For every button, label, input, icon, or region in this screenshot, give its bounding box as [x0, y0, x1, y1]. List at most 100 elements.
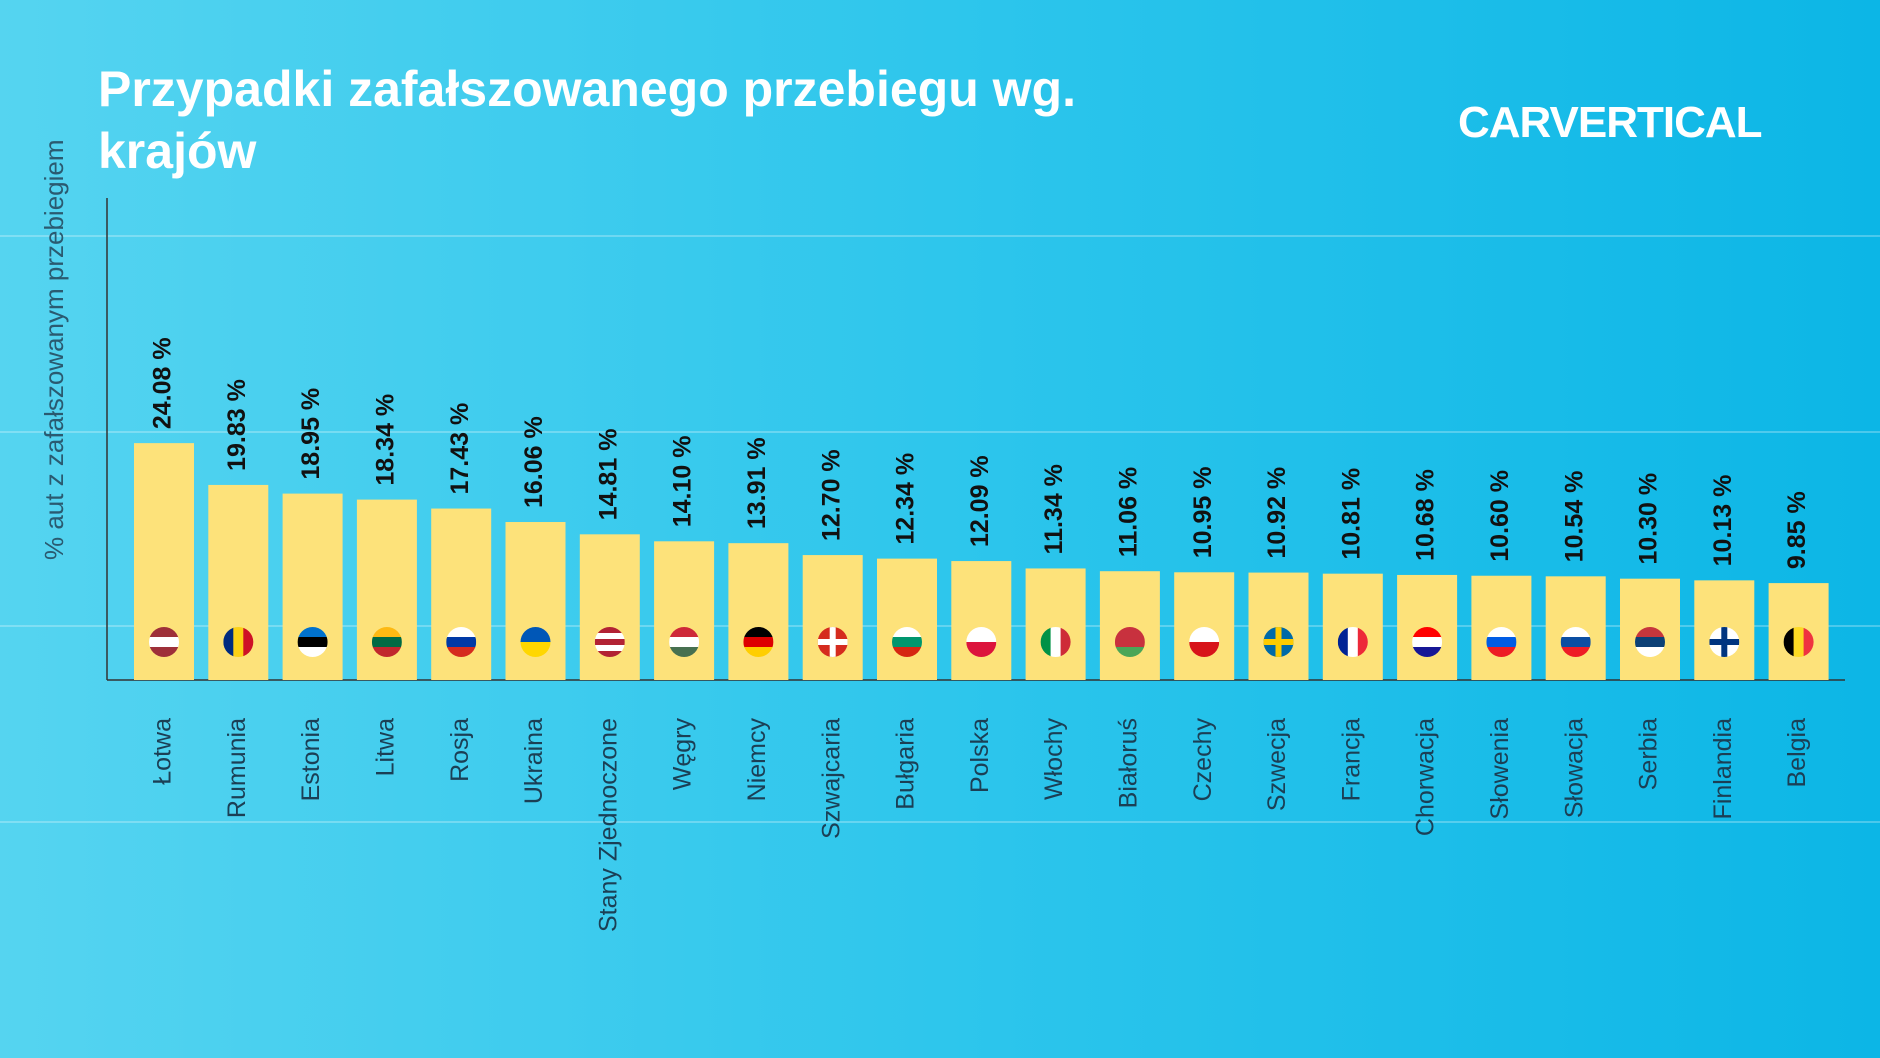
flag-stripe — [892, 637, 922, 648]
flag-stripe — [243, 627, 254, 657]
flag-stripe — [446, 647, 477, 657]
flag — [1263, 627, 1294, 657]
flag-stripe — [669, 637, 700, 648]
x-tick-label: Łotwa — [149, 718, 177, 785]
flag-cross — [1709, 639, 1740, 645]
x-tick-label: Rumunia — [223, 718, 251, 818]
flag-stripe — [233, 627, 244, 657]
flag-cross — [1263, 639, 1294, 645]
x-tick-label: Serbia — [1635, 718, 1663, 790]
flag-cross — [817, 639, 848, 645]
flag-stripe — [371, 647, 402, 657]
flag — [520, 627, 551, 657]
flag-stripe — [149, 627, 179, 638]
flag-stripe — [149, 637, 179, 648]
flag-stripe — [743, 647, 774, 657]
flag-stripe — [1560, 627, 1591, 638]
value-label: 10.13 % — [1709, 475, 1737, 567]
flag — [1709, 627, 1740, 657]
flag-stripe — [1486, 647, 1517, 657]
flag — [892, 627, 922, 657]
value-label: 17.43 % — [446, 403, 474, 495]
flag-stripe — [446, 637, 477, 648]
flag — [1040, 627, 1071, 657]
value-label: 12.09 % — [966, 455, 994, 547]
flag-stripe — [1357, 627, 1368, 657]
value-label: 13.91 % — [743, 437, 771, 529]
flag — [1114, 627, 1145, 657]
flag-stripe — [1040, 627, 1052, 657]
flag-stripe — [743, 627, 774, 638]
flag — [743, 627, 774, 657]
flag — [669, 627, 700, 657]
flag — [966, 627, 997, 657]
flag-stripe — [1114, 627, 1145, 638]
value-label: 16.06 % — [520, 416, 548, 508]
value-label: 9.85 % — [1783, 491, 1811, 569]
x-tick-label: Czechy — [1189, 718, 1217, 802]
flag-stripe — [594, 651, 625, 657]
logo: CARVERTICAL — [1458, 98, 1763, 147]
value-label: 10.95 % — [1189, 467, 1217, 559]
value-label: 24.08 % — [149, 337, 177, 429]
flag — [1783, 627, 1814, 657]
x-tick-label: Słowenia — [1486, 718, 1514, 820]
flag-stripe — [1793, 627, 1805, 657]
flag — [1635, 627, 1665, 657]
x-tick-label: Chorwacja — [1412, 718, 1440, 836]
flag-stripe — [1050, 627, 1062, 657]
value-label: 10.60 % — [1486, 470, 1514, 562]
x-tick-label: Bułgaria — [892, 718, 920, 810]
flag-stripe — [520, 627, 551, 643]
x-tick-label: Słowacja — [1560, 718, 1588, 818]
value-label: 18.95 % — [297, 388, 325, 480]
x-tick-label: Szwajcaria — [817, 718, 845, 839]
x-tick-label: Francja — [1337, 718, 1365, 801]
x-tick-label: Rosja — [446, 718, 474, 782]
flag-stripe — [594, 639, 625, 646]
value-label: 10.81 % — [1337, 468, 1365, 560]
flag-stripe — [594, 633, 625, 640]
value-label: 19.83 % — [223, 379, 251, 471]
flag-stripe — [966, 642, 997, 657]
flag — [149, 627, 179, 657]
flag-stripe — [1347, 627, 1359, 657]
bar — [579, 534, 640, 680]
value-label: 11.34 % — [1040, 464, 1068, 554]
value-label: 12.70 % — [817, 449, 845, 541]
x-tick-label: Stany Zjednoczone — [594, 718, 622, 932]
bar — [654, 541, 715, 680]
flag — [446, 627, 477, 657]
flag-stripe — [966, 627, 997, 643]
x-tick-label: Szwecja — [1263, 718, 1291, 811]
x-tick-label: Węgry — [669, 718, 697, 791]
flag — [371, 627, 402, 657]
flag-stripe — [223, 627, 234, 657]
flag — [1560, 627, 1591, 657]
flag-stripe — [743, 637, 774, 648]
flag — [1337, 627, 1368, 657]
value-label: 10.54 % — [1560, 471, 1588, 563]
flag — [1486, 627, 1517, 657]
bar — [1322, 573, 1383, 680]
flag-stripe — [1635, 647, 1665, 657]
flag-stripe — [1635, 627, 1665, 638]
background-lines — [0, 235, 1880, 823]
value-label: 10.30 % — [1635, 473, 1663, 565]
bar — [728, 543, 789, 680]
flag-stripe — [1486, 627, 1517, 638]
flag-stripe — [149, 647, 179, 657]
flag-stripe — [1412, 637, 1443, 648]
flag — [594, 627, 625, 657]
value-label: 11.06 % — [1115, 467, 1143, 557]
bar — [1248, 572, 1309, 680]
flag-stripe — [1337, 627, 1349, 657]
flag — [1412, 627, 1443, 657]
flag-stripe — [446, 627, 477, 638]
flag-stripe — [1189, 642, 1220, 657]
x-tick-label: Litwa — [372, 718, 400, 776]
bar — [951, 561, 1012, 680]
flag-stripe — [297, 627, 328, 638]
